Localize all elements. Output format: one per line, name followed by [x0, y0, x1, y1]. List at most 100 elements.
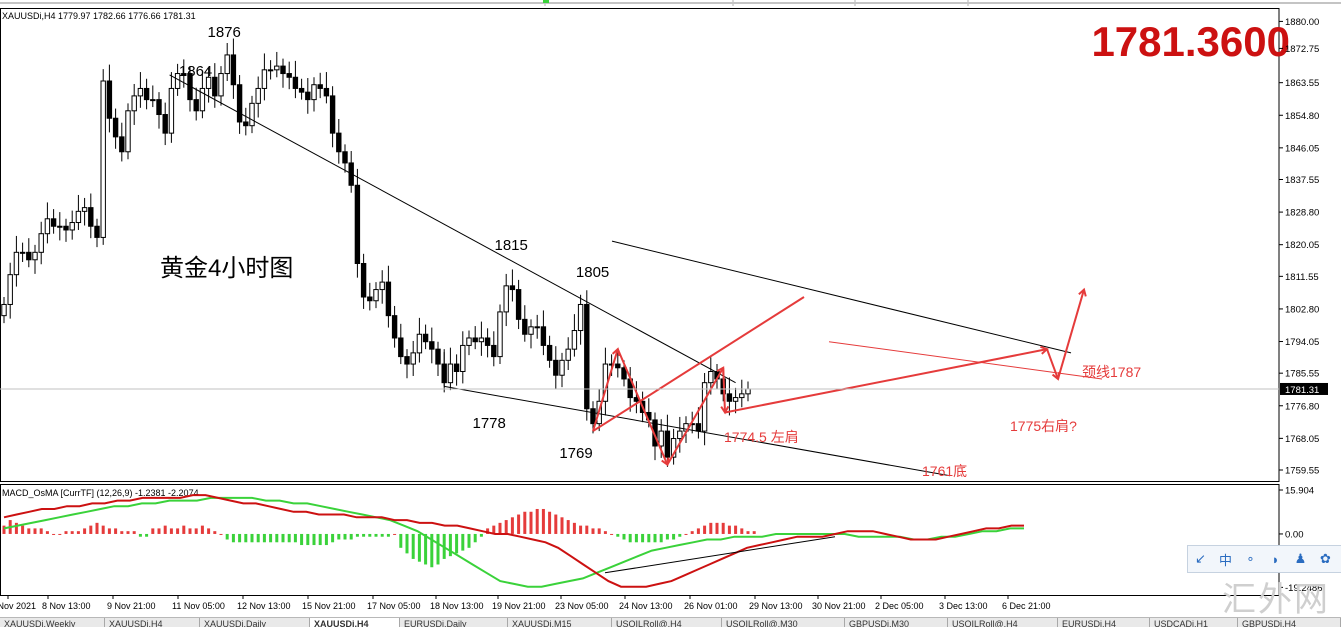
osma-bar: [33, 528, 37, 534]
candle-body: [410, 352, 416, 365]
osma-bar: [492, 525, 496, 534]
candle-body: [255, 87, 261, 104]
tab-10[interactable]: EURUSDi,H4: [1058, 618, 1150, 627]
tab-7[interactable]: USOILRoll@,M30: [722, 618, 845, 627]
osma-bar: [597, 528, 601, 534]
osma-bar: [368, 533, 372, 537]
y-tick-label: 1768.05: [1285, 434, 1319, 445]
osma-bar: [572, 522, 576, 534]
osma-bar: [145, 533, 149, 537]
osma-bar: [225, 533, 229, 540]
candle-body: [298, 87, 305, 93]
osma-bar: [83, 528, 87, 534]
candle-body: [732, 397, 739, 402]
candle-body: [379, 281, 385, 291]
trough-label: 1769: [559, 445, 592, 462]
osma-bar: [541, 508, 545, 534]
pattern-arrow-segment: [616, 348, 669, 466]
gear-icon[interactable]: ✿: [1320, 551, 1331, 566]
chinese-ime-icon[interactable]: 中: [1218, 552, 1232, 568]
osma-bar: [405, 533, 409, 554]
candle-body: [106, 80, 113, 119]
tab-4[interactable]: EURUSDi,Daily: [400, 618, 508, 627]
tab-3[interactable]: XAUUSDi,H4: [310, 618, 400, 627]
arrow-head: [661, 457, 670, 467]
osma-bar: [269, 533, 273, 543]
osma-bar: [281, 533, 285, 543]
user-icon[interactable]: ♟: [1294, 551, 1307, 566]
osma-bar: [634, 533, 638, 543]
tab-5[interactable]: XAUUSDi,M15: [508, 618, 612, 627]
tab-11[interactable]: USDCADi,H1: [1150, 618, 1238, 627]
candle-body: [311, 84, 317, 101]
arrow-head: [716, 366, 725, 375]
tab-6[interactable]: USOILRoll@,H4: [612, 618, 722, 627]
candle-body: [497, 311, 503, 358]
candle-body: [565, 348, 571, 361]
osma-bar: [355, 533, 359, 537]
osma-bar: [715, 522, 719, 534]
osma-bar: [684, 533, 688, 535]
x-tick-label: 11 Nov 05:00: [172, 601, 225, 611]
candle-body: [230, 54, 237, 86]
y-tick-label: 1802.80: [1285, 304, 1319, 315]
chart-icon[interactable]: ↙: [1195, 551, 1206, 566]
osma-bar: [45, 531, 49, 534]
osma-bar: [647, 533, 651, 543]
candle-body: [63, 225, 69, 231]
tab-2[interactable]: XAUUSDi,Daily: [200, 618, 310, 627]
y-tick-label: 1880.00: [1285, 17, 1319, 28]
tab-8[interactable]: GBPUSDi,M30: [845, 618, 948, 627]
osma-bar: [622, 533, 626, 540]
moon-icon[interactable]: ◗: [1271, 551, 1280, 567]
osma-bar: [498, 522, 502, 534]
y-tick-label: 1820.05: [1285, 240, 1319, 251]
candle-body: [491, 344, 497, 358]
osma-bar: [628, 533, 632, 543]
candle-body: [391, 315, 398, 339]
osma-bar: [132, 531, 136, 534]
osma-bar: [256, 533, 260, 543]
tab-0[interactable]: XAUUSDi,Weekly: [0, 618, 105, 627]
osma-bar: [306, 533, 310, 546]
osma-bar: [238, 533, 242, 543]
candle-body: [453, 363, 460, 373]
pattern-arrow-segment: [1046, 348, 1059, 380]
dots-icon[interactable]: ∘: [1246, 551, 1255, 566]
osma-bar: [244, 533, 248, 543]
osma-bar: [585, 525, 589, 534]
tab-9[interactable]: USOILRoll@,H4: [948, 618, 1058, 627]
candle-body: [336, 132, 342, 153]
candle-body: [546, 344, 553, 361]
osma-bar: [138, 533, 142, 537]
neckline: [828, 341, 1103, 380]
top-marker: [543, 0, 549, 3]
osma-bar: [746, 531, 750, 534]
candle-body: [218, 73, 224, 97]
candle-body: [119, 136, 125, 153]
osma-bar: [324, 533, 328, 546]
osma-bar: [399, 533, 403, 548]
osma-bar: [231, 533, 235, 543]
trough-label: 1778: [473, 415, 506, 432]
osma-tick-label: -19.2486: [1285, 583, 1323, 594]
candle-body: [385, 281, 392, 317]
candle-body: [677, 430, 683, 440]
candle-body: [323, 87, 330, 97]
x-tick-label: 9 Nov 21:00: [107, 601, 156, 611]
osma-bar: [293, 533, 297, 543]
symbol-label: XAUUSDi,H4 1779.97 1782.66 1776.66 1781.…: [2, 11, 196, 21]
osma-bar: [2, 525, 6, 534]
candle-body: [181, 73, 187, 76]
osma-bar: [424, 533, 428, 565]
tab-1[interactable]: XAUUSDi,H4: [105, 618, 200, 627]
pattern-arrow-segment: [1057, 289, 1085, 380]
x-tick-label: 18 Nov 13:00: [430, 601, 484, 611]
candle-body: [267, 69, 274, 72]
osma-bar: [504, 520, 508, 534]
x-tick-label: 2 Dec 05:00: [875, 601, 924, 611]
candle-body: [125, 110, 131, 153]
candle-body: [199, 87, 206, 112]
